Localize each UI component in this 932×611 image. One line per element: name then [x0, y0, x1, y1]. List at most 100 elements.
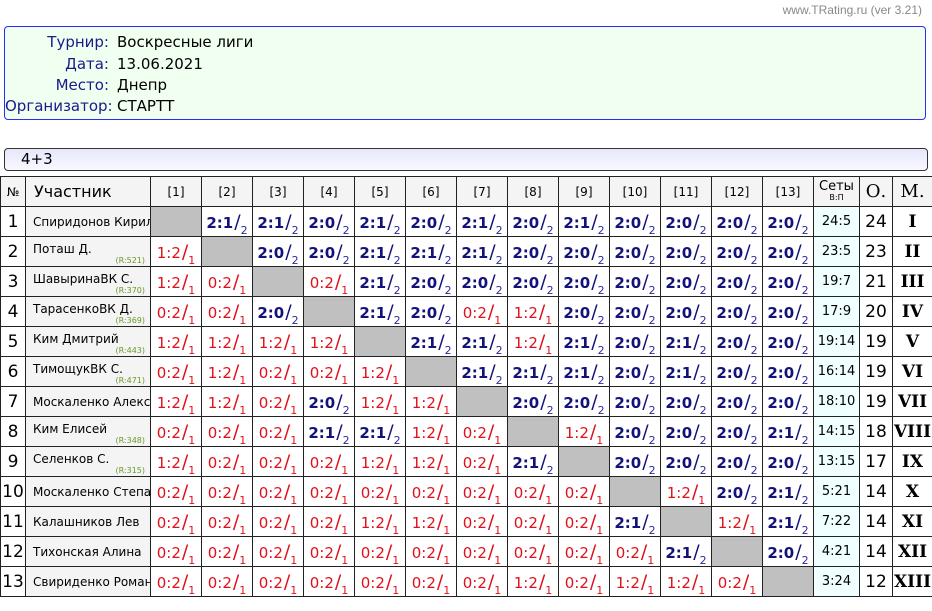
participant-name[interactable]: Спиридонов Кирилл — [25, 206, 151, 237]
match-score: 1:2 — [156, 453, 181, 472]
sets-total: 24:5 — [813, 206, 860, 237]
match-score: 1:2 — [513, 333, 538, 352]
participant-name[interactable]: Поташ Д. (R:521) — [25, 236, 151, 267]
participant-name[interactable]: Ким Дмитрий (R:443) — [25, 326, 151, 357]
slash-separator: / — [591, 240, 598, 263]
match-score: 2:0 — [716, 453, 744, 472]
slash-separator: / — [642, 450, 649, 473]
match-score: 2:0 — [308, 393, 336, 412]
match-result-cell: 2:0/2 — [762, 236, 814, 267]
header-col-12: [12] — [711, 176, 763, 207]
match-score: 2:1 — [461, 363, 489, 382]
match-result-cell: 2:0/2 — [609, 386, 661, 417]
match-points: 1 — [494, 493, 502, 507]
match-score: 2:0 — [716, 423, 744, 442]
slash-separator: / — [642, 360, 649, 383]
match-points: 1 — [239, 523, 247, 537]
slash-separator: / — [642, 300, 649, 323]
sets-total: 17:9 — [813, 296, 860, 327]
participant-name[interactable]: Ким Елисей (R:348) — [25, 416, 151, 447]
points-total: 17 — [859, 446, 893, 477]
match-points: 1 — [545, 313, 553, 327]
site-version-link[interactable]: www.TRating.ru (ver 3.21) — [782, 3, 922, 17]
match-points: 2 — [699, 553, 707, 567]
match-points: 1 — [443, 583, 451, 597]
sets-total: 19:14 — [813, 326, 860, 357]
match-points: 1 — [188, 253, 196, 267]
slash-separator: / — [591, 360, 598, 383]
table-row: 10 Москаленко Степан 0:2/1 0:2/1 0:2/1 0:2/1 0… — [0, 476, 932, 507]
match-result-cell: 2:0/2 — [609, 266, 661, 297]
match-points: 2 — [495, 343, 503, 357]
slash-separator: / — [334, 510, 342, 533]
match-result-cell: 2:0/2 — [762, 266, 814, 297]
match-result-cell: 0:2/1 — [201, 476, 253, 507]
match-points: 2 — [648, 283, 656, 297]
match-score: 2:0 — [767, 273, 795, 292]
slash-separator: / — [642, 210, 649, 233]
match-result-cell: 0:2/1 — [354, 536, 406, 567]
slash-separator: / — [795, 240, 802, 263]
match-score: 2:0 — [767, 393, 795, 412]
match-result-cell: 2:1/2 — [252, 206, 304, 237]
match-points: 2 — [597, 283, 605, 297]
match-points: 1 — [749, 583, 757, 597]
slash-separator: / — [693, 540, 700, 563]
match-points: 1 — [647, 553, 655, 567]
match-points: 2 — [648, 433, 656, 447]
match-result-cell: 2:0/2 — [303, 206, 355, 237]
info-label: Дата: — [65, 55, 109, 73]
slash-separator: / — [489, 210, 496, 233]
slash-separator: / — [232, 270, 240, 293]
info-label: Организатор: — [5, 97, 113, 115]
participant-name[interactable]: Тихонская Алина — [25, 536, 151, 567]
header-col-1: [1] — [150, 176, 202, 207]
slash-separator: / — [744, 420, 751, 443]
place: IX — [892, 446, 932, 477]
match-score: 2:1 — [359, 213, 387, 232]
row-number: 10 — [0, 476, 26, 507]
match-score: 0:2 — [258, 543, 283, 562]
diagonal-cell — [405, 356, 457, 387]
match-result-cell: 0:2/1 — [558, 476, 610, 507]
match-result-cell: 2:0/2 — [762, 296, 814, 327]
match-points: 1 — [341, 583, 349, 597]
participant-name[interactable]: Калашников Лев — [25, 506, 151, 537]
match-points: 2 — [699, 463, 707, 477]
match-score: 0:2 — [564, 513, 589, 532]
match-result-cell: 2:0/2 — [660, 446, 712, 477]
slash-separator: / — [181, 450, 189, 473]
match-result-cell: 2:0/2 — [609, 206, 661, 237]
match-score: 0:2 — [258, 453, 283, 472]
match-points: 1 — [698, 583, 706, 597]
slash-separator: / — [795, 510, 802, 533]
match-result-cell: 2:0/2 — [762, 356, 814, 387]
participant-name[interactable]: Москаленко Алексан — [25, 386, 151, 417]
participant-name-text: Ким Дмитрий — [33, 331, 119, 346]
participant-name[interactable]: Селенков С. (R:315) — [25, 446, 151, 477]
match-score: 2:1 — [665, 363, 693, 382]
match-points: 2 — [648, 253, 656, 267]
info-organizer: Организатор: СТАРТТ — [5, 96, 174, 117]
match-result-cell: 1:2/1 — [150, 326, 202, 357]
match-score: 2:0 — [665, 243, 693, 262]
match-result-cell: 1:2/1 — [507, 296, 559, 327]
slash-separator: / — [540, 360, 547, 383]
slash-separator: / — [181, 540, 189, 563]
participant-name[interactable]: Москаленко Степан — [25, 476, 151, 507]
match-result-cell: 2:0/2 — [711, 266, 763, 297]
match-result-cell: 2:0/2 — [252, 296, 304, 327]
points-total: 24 — [859, 206, 893, 237]
match-result-cell: 0:2/1 — [150, 296, 202, 327]
participant-name[interactable]: ТимощукВК С. (R:471) — [25, 356, 151, 387]
participant-name[interactable]: Свириденко Роман — [25, 566, 151, 597]
match-points: 1 — [596, 583, 604, 597]
match-score: 0:2 — [207, 423, 232, 442]
match-points: 1 — [290, 403, 298, 417]
participant-name[interactable]: ШавыринаВК С. (R:370) — [25, 266, 151, 297]
slash-separator: / — [742, 510, 750, 533]
match-points: 2 — [699, 433, 707, 447]
slash-separator: / — [232, 420, 240, 443]
match-points: 2 — [750, 373, 758, 387]
participant-name[interactable]: ТарасенкоВК Д. (R:369) — [25, 296, 151, 327]
